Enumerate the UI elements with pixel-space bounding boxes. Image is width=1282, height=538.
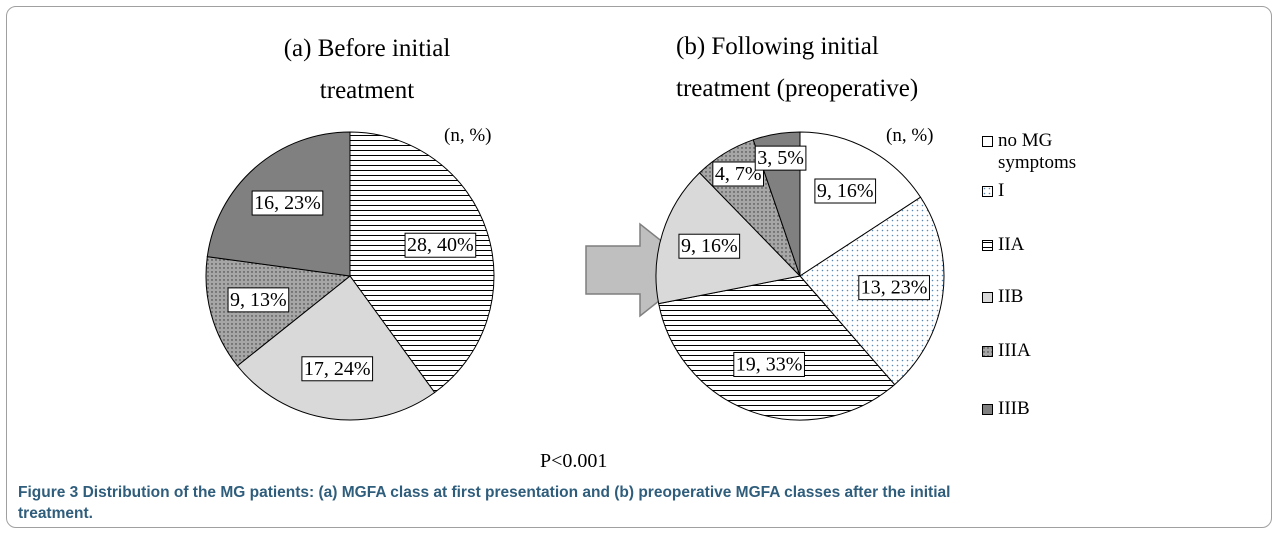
legend-label: IIB	[998, 286, 1024, 307]
legend-label: IIIA	[998, 340, 1031, 361]
data-label-box	[858, 275, 930, 301]
data-label: 19, 33%	[736, 353, 803, 375]
data-label: 28, 40%	[407, 234, 474, 256]
data-label-group: 3, 5%	[754, 145, 807, 171]
legend-swatch	[982, 404, 993, 415]
data-label: 4, 7%	[715, 163, 762, 185]
pie-slice	[236, 275, 436, 421]
legend-item: I	[980, 180, 1130, 202]
legend-item: IIIB	[980, 398, 1130, 420]
legend-swatch	[982, 186, 993, 197]
legend-label: I	[998, 180, 1005, 201]
pie-b-note: (n, %)	[886, 125, 934, 146]
data-label-group: 17, 24%	[301, 356, 374, 382]
legend-item: IIIA	[980, 340, 1130, 362]
legend: no MG symptoms I IIA IIB IIIA IIIB	[980, 130, 1130, 420]
pie-b: 9, 16% 13, 23% 19, 33% 9, 16% 4, 7%3, 5%	[655, 131, 945, 421]
data-label-box	[227, 287, 290, 313]
legend-swatch-box	[982, 292, 993, 303]
data-label: 16, 23%	[254, 192, 321, 214]
data-label-group: 9, 16%	[814, 178, 877, 204]
legend-item: IIB	[980, 286, 1130, 308]
data-label-group: 9, 16%	[678, 233, 741, 259]
legend-swatch-box	[982, 346, 993, 357]
legend-swatch-box	[982, 404, 993, 415]
data-label: 9, 13%	[230, 289, 287, 311]
pie-a: 28, 40% 17, 24% 9, 13% 16, 23%	[205, 131, 495, 421]
pie-b-title: (b) Following initial treatment (preoper…	[676, 33, 919, 102]
legend-item: no MG symptoms	[980, 130, 1088, 174]
caption: Figure 3 Distribution of the MG patients…	[18, 484, 951, 522]
legend-swatch	[982, 240, 993, 251]
legend-label: IIA	[998, 234, 1025, 255]
legend-label: no MG symptoms	[998, 130, 1077, 173]
data-label-group: 19, 33%	[733, 351, 805, 377]
figure-frame	[6, 6, 1272, 528]
legend-item: IIA	[980, 234, 1130, 256]
data-label-group: 9, 13%	[227, 287, 290, 313]
data-label-box	[814, 178, 877, 204]
pie-slice	[349, 131, 495, 394]
data-label-box	[754, 145, 807, 171]
data-label-box	[678, 233, 741, 259]
pie-a-note: (n, %)	[444, 125, 492, 146]
pie-slice	[658, 275, 896, 421]
data-label: 13, 23%	[861, 277, 928, 299]
legend-label: IIIB	[998, 398, 1030, 419]
data-label-group: 16, 23%	[251, 190, 324, 216]
data-label: 9, 16%	[817, 180, 874, 202]
p-value: P<0.001	[540, 450, 608, 472]
data-label-box	[251, 190, 324, 216]
legend-swatch-box	[982, 136, 993, 147]
data-label-group: 28, 40%	[404, 232, 477, 258]
data-label-box	[733, 351, 805, 377]
data-label: 17, 24%	[304, 358, 371, 380]
legend-swatch-box	[982, 186, 993, 197]
data-label-group: 4, 7%	[712, 161, 765, 187]
pie-a-title: (a) Before initial treatment	[283, 35, 451, 104]
data-label: 3, 5%	[757, 147, 804, 169]
data-label: 9, 16%	[681, 235, 738, 257]
data-label-box	[301, 356, 374, 382]
legend-swatch	[982, 292, 993, 303]
legend-swatch	[982, 136, 993, 147]
legend-swatch-box	[982, 240, 993, 251]
pie-slice	[799, 131, 922, 277]
data-label-group: 13, 23%	[858, 275, 930, 301]
data-label-box	[404, 232, 477, 258]
legend-swatch	[982, 346, 993, 357]
